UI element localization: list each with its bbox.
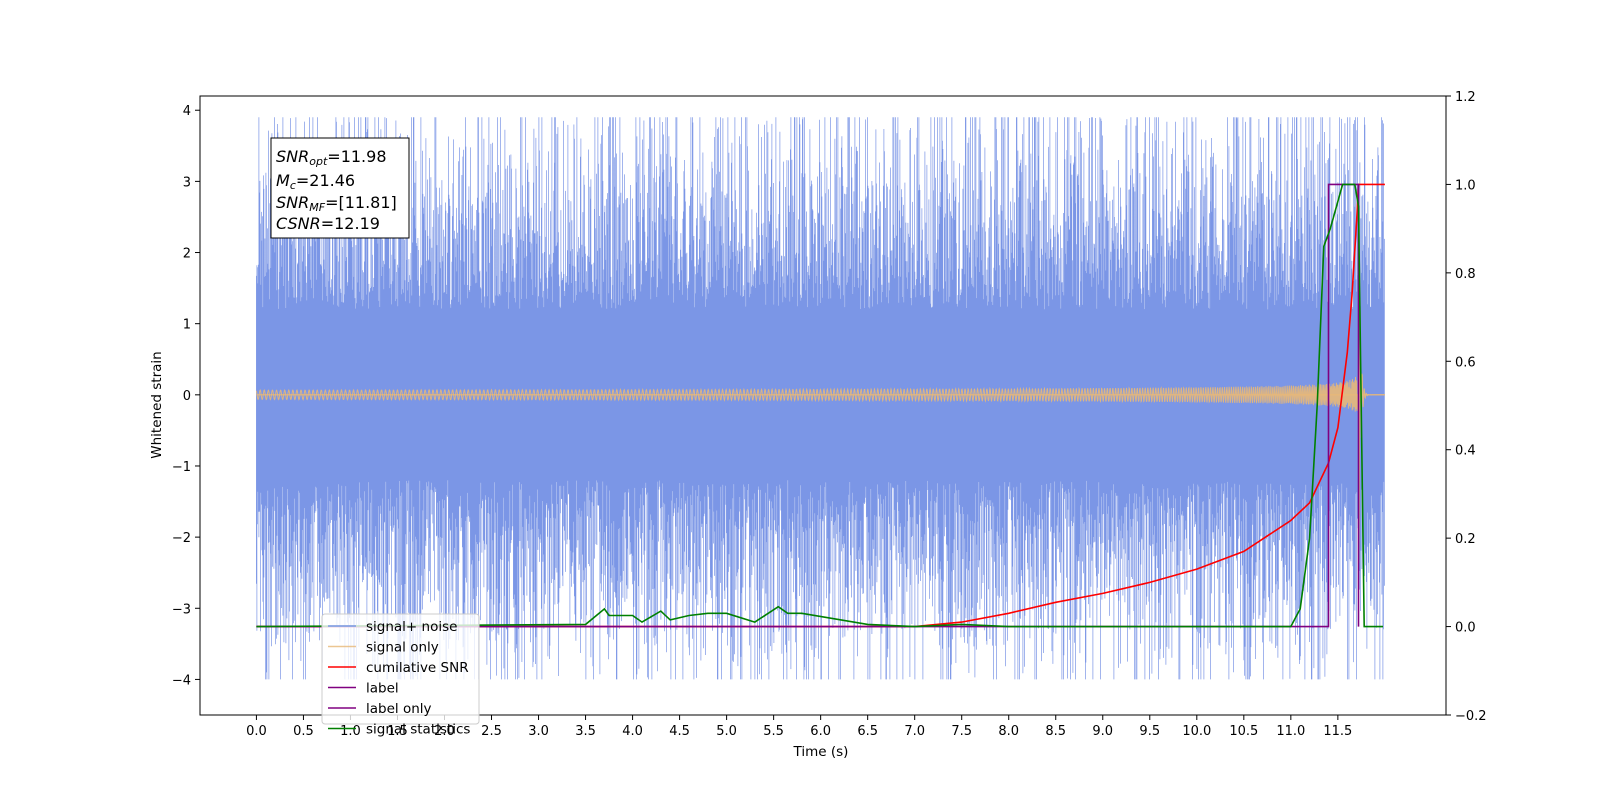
x-tick-label-21: 10.5 — [1229, 724, 1258, 739]
legend-label-signal-noise: signal+ noise — [366, 619, 457, 635]
y-tick-label-3: 1 — [183, 318, 191, 333]
legend-label-cumilative-snr: cumilative SNR — [366, 660, 469, 676]
x-tick-label-0: 0.0 — [246, 724, 267, 739]
x-tick-label-14: 7.0 — [904, 724, 925, 739]
x-tick-label-3: 1.5 — [387, 724, 408, 739]
y-tick-label-7: −3 — [172, 602, 191, 617]
annotation-frame — [270, 137, 410, 239]
y2-tick-label-3: 0.6 — [1455, 355, 1476, 370]
y-tick-label-0: 4 — [183, 104, 191, 119]
y2-tick-label-4: 0.4 — [1455, 444, 1476, 459]
x-tick-label-8: 4.0 — [622, 724, 643, 739]
x-tick-label-11: 5.5 — [763, 724, 784, 739]
series-layer — [255, 117, 1385, 680]
legend-label-label-only: label only — [366, 701, 432, 717]
legend-label-label: label — [366, 681, 399, 697]
x-tick-label-4: 2.0 — [434, 724, 455, 739]
x-tick-label-7: 3.5 — [575, 724, 596, 739]
y2-tick-label-7: −0.2 — [1455, 709, 1487, 724]
series-signal-statistics — [256, 183, 1383, 628]
y2-tick-label-5: 0.2 — [1455, 532, 1476, 547]
series-cumilative-snr — [256, 183, 1385, 628]
y-tick-label-6: −2 — [172, 531, 191, 546]
y-tick-label-5: −1 — [172, 460, 191, 475]
x-tick-label-9: 4.5 — [669, 724, 690, 739]
y-axis-right: 1.2 1.0 0.8 0.6 0.4 0.2 0.0 −0.2 — [1446, 90, 1487, 724]
csnr-text: CSNR=12.19 — [276, 214, 380, 233]
snr-mf-text: SNRMF=[11.81] — [276, 193, 397, 214]
x-tick-label-12: 6.0 — [810, 724, 831, 739]
x-tick-label-10: 5.0 — [716, 724, 737, 739]
x-tick-label-2: 1.0 — [340, 724, 361, 739]
legend-label-signal-only: signal only — [366, 640, 439, 656]
x-tick-label-6: 3.0 — [528, 724, 549, 739]
x-axis-label: Time (s) — [793, 744, 849, 760]
y-tick-label-2: 2 — [183, 247, 191, 262]
y-axis-label: Whitened strain — [149, 351, 165, 458]
legend-label-signal-statistics: signal statistics — [366, 722, 470, 738]
x-tick-label-13: 6.5 — [857, 724, 878, 739]
x-tick-label-5: 2.5 — [481, 724, 502, 739]
legend-frame — [321, 613, 480, 725]
series-signal-only — [255, 305, 1385, 564]
x-tick-label-18: 9.0 — [1092, 724, 1113, 739]
y2-tick-label-6: 0.0 — [1455, 621, 1476, 636]
y2-tick-label-0: 1.2 — [1455, 90, 1476, 105]
y-tick-label-4: 0 — [183, 389, 191, 404]
x-axis: 0.0 0.5 1.0 1.5 2.0 2.5 3.0 3.5 4.0 4.5 5.0 5.5 6.0 6… — [246, 715, 1352, 739]
snr-opt-text: SNRopt=11.98 — [276, 147, 387, 168]
mc-text: Mc=21.46 — [276, 171, 355, 192]
x-tick-label-16: 8.0 — [998, 724, 1019, 739]
plot-frame — [199, 95, 1447, 716]
x-tick-label-23: 11.5 — [1323, 724, 1352, 739]
x-tick-label-17: 8.5 — [1045, 724, 1066, 739]
x-tick-label-19: 9.5 — [1139, 724, 1160, 739]
y2-tick-label-1: 1.0 — [1455, 178, 1476, 193]
x-tick-label-1: 0.5 — [293, 724, 314, 739]
y2-tick-label-2: 0.8 — [1455, 267, 1476, 282]
x-tick-label-22: 11.0 — [1276, 724, 1305, 739]
x-tick-label-20: 10.0 — [1182, 724, 1211, 739]
y-axis-left: 4 3 2 1 0 −1 −2 −3 −4 — [172, 104, 200, 688]
series-label — [256, 183, 1360, 628]
annotation-box: SNRopt=11.98 Mc=21.46 SNRMF=[11.81] CSNR… — [270, 137, 410, 239]
y-tick-label-8: −4 — [172, 673, 191, 688]
y-tick-label-1: 3 — [183, 175, 191, 190]
x-tick-label-15: 7.5 — [951, 724, 972, 739]
legend: signal+ noise signal only cumilative SNR la… — [321, 613, 480, 738]
